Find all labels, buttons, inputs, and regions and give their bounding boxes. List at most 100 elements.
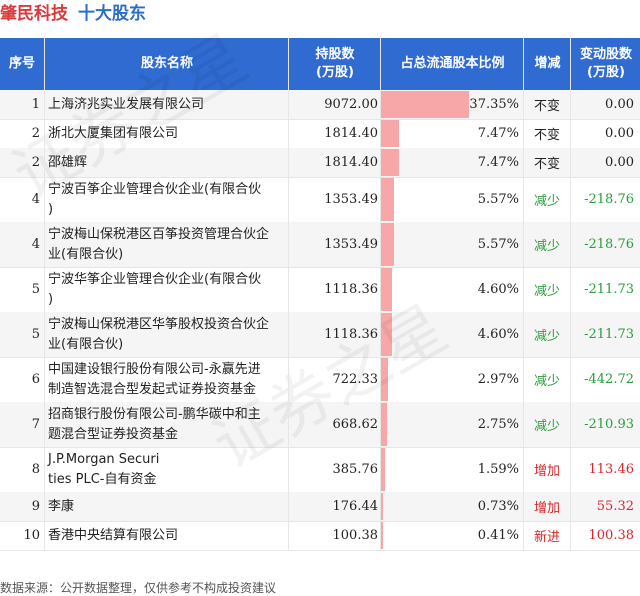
change-amount: -442.72: [584, 372, 634, 387]
shareholder-name-line: 中国建设银行股份有限公司-永赢先进: [48, 361, 261, 377]
shareholder-name-line: ties PLC-自有资金: [48, 471, 157, 487]
header-amount-line1: 变动股数: [579, 47, 632, 62]
shareholder-name: 宁波梅山保税港区华筝股权投资合伙企 业(有限合伙): [48, 312, 288, 357]
shareholder-name-line: 香港中央结算有限公司: [48, 527, 179, 543]
column-divider: [380, 38, 381, 550]
change-status: 新进: [533, 530, 560, 545]
ratio-bar: [381, 358, 388, 401]
ratio-label: 7.47%: [477, 126, 519, 141]
row-number: 4: [31, 192, 40, 207]
holding-value: 1118.36: [324, 282, 378, 297]
shareholder-name-line: 题混合型证券投资基金: [48, 426, 179, 442]
shareholder-name-line: 宁波华筝企业管理合伙企业(有限合伙: [48, 271, 262, 287]
row-number: 5: [31, 282, 40, 297]
shareholder-name: 上海济兆实业发展有限公司: [48, 90, 288, 119]
ratio-bar: [381, 268, 392, 311]
change-status: 不变: [533, 99, 560, 114]
ratio-label: 1.59%: [477, 462, 519, 477]
ratio-cell: 5.57%: [381, 222, 523, 267]
ratio-cell: 0.73%: [381, 492, 523, 521]
shareholder-name-line: 业(有限合伙): [48, 246, 124, 262]
change-status: 不变: [533, 157, 560, 172]
shareholder-name-line: 邵雄辉: [48, 154, 88, 170]
data-source-note: 数据来源：公开数据整理，仅供参考不构成投资建议: [0, 581, 277, 595]
ratio-cell: 7.47%: [381, 148, 523, 177]
change-status: 减少: [533, 374, 560, 389]
table-header: 序号 股东名称 持股数 (万股) 占总流通股本比例 增减 变动股数 (万股): [0, 38, 640, 90]
header-amount: 变动股数 (万股): [570, 38, 640, 90]
ratio-bar: [381, 178, 395, 221]
holding-value: 176.44: [332, 499, 379, 514]
ratio-bar: [381, 313, 392, 356]
change-status: 减少: [533, 239, 560, 254]
change-amount: -218.76: [584, 237, 634, 252]
shareholder-name: J.P.Morgan Securi ties PLC-自有资金: [48, 447, 288, 492]
ratio-label: 5.57%: [477, 237, 519, 252]
ratio-cell: 5.57%: [381, 177, 523, 222]
shareholder-name-line: 上海济兆实业发展有限公司: [48, 96, 205, 112]
header-holding-line1: 持股数: [315, 47, 355, 62]
holding-value: 1814.40: [324, 126, 378, 141]
change-status: 减少: [533, 329, 560, 344]
holding-value: 1118.36: [324, 327, 378, 342]
shareholder-name-line: 宁波梅山保税港区华筝股权投资合伙企: [48, 316, 270, 332]
change-status: 减少: [533, 419, 560, 434]
shareholder-name: 宁波华筝企业管理合伙企业(有限合伙): [48, 267, 288, 312]
shareholder-name: 宁波百筝企业管理合伙企业(有限合伙): [48, 177, 288, 222]
row-number: 10: [23, 528, 40, 543]
row-number: 2: [31, 155, 40, 170]
ratio-label: 2.97%: [477, 372, 519, 387]
change-status: 增加: [533, 501, 560, 516]
shareholder-name-text: 宁波梅山保税港区百筝投资管理合伙企 业(有限合伙): [48, 225, 269, 265]
column-divider: [288, 38, 289, 550]
company-name: 肇民科技: [0, 4, 68, 24]
ratio-bar: [381, 223, 395, 266]
change-amount: 55.32: [596, 499, 634, 514]
change-status: 减少: [533, 194, 560, 209]
shareholder-name-text: 邵雄辉: [48, 153, 87, 173]
row-number: 2: [31, 126, 40, 141]
shareholder-name: 招商银行股份有限公司-鹏华碳中和主 题混合型证券投资基金: [48, 402, 288, 447]
table-row: 5 宁波梅山保税港区华筝股权投资合伙企 业(有限合伙) 1118.36 4.60% 减少 -…: [0, 312, 640, 358]
shareholder-name-text: 宁波百筝企业管理合伙企业(有限合伙): [48, 180, 261, 220]
ratio-cell: 2.97%: [381, 357, 523, 402]
shareholder-name-text: 宁波梅山保税港区华筝股权投资合伙企 业(有限合伙): [48, 315, 269, 355]
header-no: 序号: [8, 56, 35, 71]
row-number: 1: [31, 97, 40, 112]
row-number: 5: [31, 327, 40, 342]
change-amount: 100.38: [588, 528, 635, 543]
ratio-cell: 4.60%: [381, 267, 523, 312]
shareholder-name-line: 业(有限合伙): [48, 336, 124, 352]
ratio-label: 0.41%: [477, 528, 519, 543]
header-amount-line2: (万股): [587, 65, 625, 80]
table-row: 2 邵雄辉 1814.40 7.47% 不变 0.00: [0, 148, 640, 178]
header-change: 增减: [523, 38, 571, 90]
shareholder-name-text: 宁波华筝企业管理合伙企业(有限合伙): [48, 270, 261, 310]
shareholder-name: 邵雄辉: [48, 148, 288, 177]
ratio-label: 7.47%: [477, 155, 519, 170]
page-title: 肇民科技 十大股东: [0, 0, 146, 30]
ratio-cell: 1.59%: [381, 447, 523, 492]
change-status: 增加: [533, 464, 560, 479]
shareholder-name-text: 招商银行股份有限公司-鹏华碳中和主 题混合型证券投资基金: [48, 405, 261, 445]
change-amount: -210.93: [584, 417, 634, 432]
row-number: 8: [31, 462, 40, 477]
shareholder-name-text: J.P.Morgan Securi ties PLC-自有资金: [48, 450, 159, 490]
ratio-label: 4.60%: [477, 327, 519, 342]
ratio-bar: [381, 91, 470, 118]
table-row: 8 J.P.Morgan Securi ties PLC-自有资金 385.76 1.5…: [0, 447, 640, 493]
ratio-cell: 4.60%: [381, 312, 523, 357]
holding-value: 9072.00: [324, 97, 378, 112]
shareholder-name-line: 招商银行股份有限公司-鹏华碳中和主: [48, 406, 261, 422]
table-row: 6 中国建设银行股份有限公司-永赢先进 制造智选混合型发起式证券投资基金 722.33…: [0, 357, 640, 403]
shareholder-name-line: 宁波梅山保税港区百筝投资管理合伙企: [48, 226, 270, 242]
shareholder-name: 浙北大厦集团有限公司: [48, 119, 288, 148]
ratio-cell: 2.75%: [381, 402, 523, 447]
shareholder-name-text: 香港中央结算有限公司: [48, 526, 178, 546]
shareholder-name-line: 李康: [48, 498, 75, 514]
change-amount: 0.00: [605, 155, 634, 170]
shareholder-name: 李康: [48, 492, 288, 521]
table-row: 1 上海济兆实业发展有限公司 9072.00 37.35% 不变 0.00: [0, 90, 640, 120]
change-status: 不变: [533, 128, 560, 143]
row-number: 4: [31, 237, 40, 252]
